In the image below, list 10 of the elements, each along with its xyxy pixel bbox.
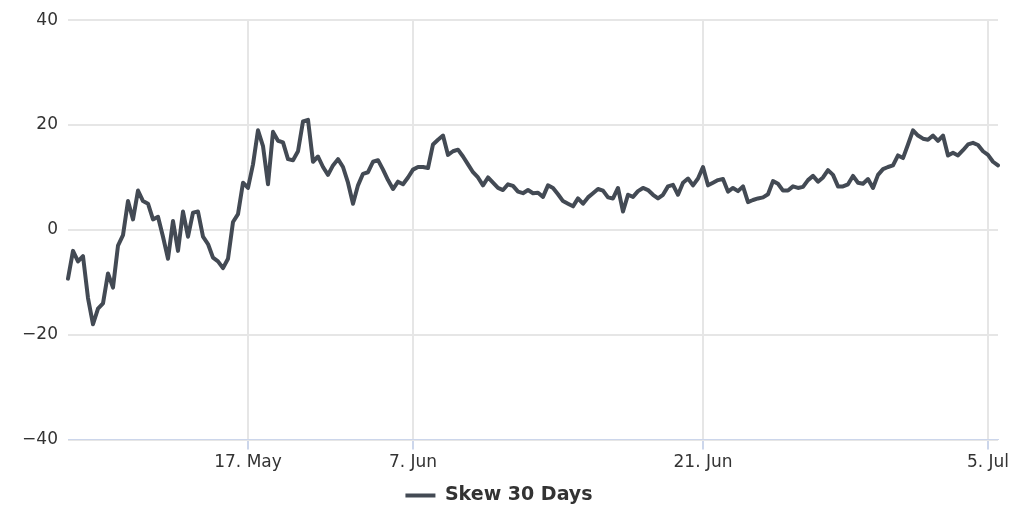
y-tick-label: 20: [36, 113, 58, 134]
y-tick-label: −40: [22, 428, 58, 449]
x-tick-label: 5. Jul: [966, 451, 1009, 472]
x-tick-label: 7. Jun: [388, 451, 438, 472]
x-tick-label: 21. Jun: [673, 451, 733, 472]
y-tick-label: −20: [22, 323, 58, 344]
legend-label: Skew 30 Days: [444, 482, 593, 505]
x-tick-label: 17. May: [214, 451, 282, 472]
y-tick-label: 0: [47, 218, 58, 239]
y-tick-label: 40: [36, 8, 58, 29]
